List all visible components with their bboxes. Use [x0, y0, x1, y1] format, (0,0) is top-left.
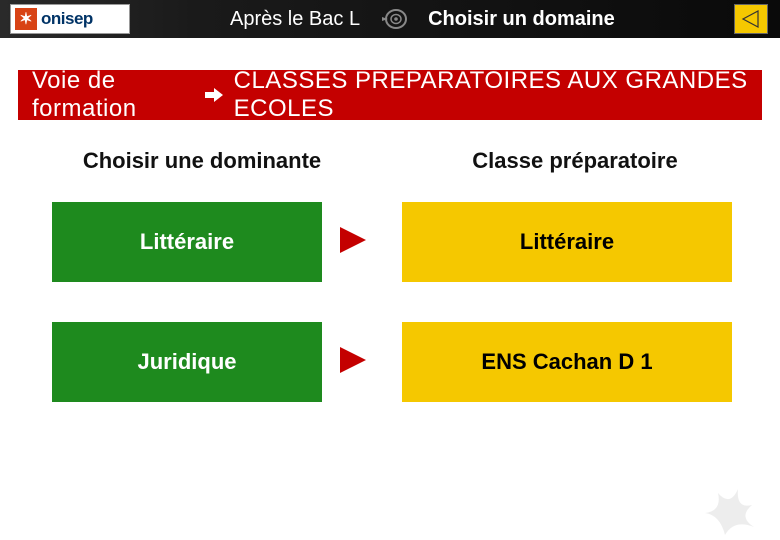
dominante-row: Juridique	[32, 322, 372, 402]
onisep-logo: ✶ onisep	[10, 4, 130, 34]
dominante-label: Juridique	[137, 349, 236, 375]
play-icon	[336, 343, 370, 382]
logo-text: onisep	[41, 9, 93, 29]
triangle-left-icon	[740, 9, 762, 29]
header-bar: ✶ onisep Après le Bac L Choisir un domai…	[0, 0, 780, 38]
column-prepa: Classe préparatoire Littéraire ENS Cacha…	[372, 148, 748, 442]
dominante-row: Littéraire	[32, 202, 372, 282]
prepa-label: ENS Cachan D 1	[481, 349, 652, 375]
prepa-row: Littéraire	[402, 202, 748, 282]
arrow-right-icon	[204, 85, 224, 105]
heading-prepa: Classe préparatoire	[402, 148, 748, 174]
prepa-row: ENS Cachan D 1	[402, 322, 748, 402]
column-dominante: Choisir une dominante Littéraire Juridiq…	[32, 148, 372, 442]
back-button[interactable]	[734, 4, 768, 34]
content-columns: Choisir une dominante Littéraire Juridiq…	[0, 148, 780, 442]
header-breadcrumb-2: Choisir un domaine	[428, 8, 615, 31]
header-breadcrumb-1: Après le Bac L	[230, 8, 360, 31]
logo-star-icon: ✶	[15, 8, 37, 30]
banner-right-text: CLASSES PREPARATOIRES AUX GRANDES ECOLES	[234, 67, 748, 123]
prepa-label: Littéraire	[520, 229, 614, 255]
decorative-splash-icon	[680, 465, 770, 540]
banner-left-text: Voie de formation	[32, 67, 194, 123]
prepa-button-litteraire[interactable]: Littéraire	[402, 202, 732, 282]
dominante-label: Littéraire	[140, 229, 234, 255]
formation-banner: Voie de formation CLASSES PREPARATOIRES …	[18, 70, 762, 120]
target-icon	[380, 7, 408, 31]
dominante-button-litteraire[interactable]: Littéraire	[52, 202, 322, 282]
heading-dominante: Choisir une dominante	[32, 148, 372, 174]
prepa-button-ens-cachan[interactable]: ENS Cachan D 1	[402, 322, 732, 402]
play-icon	[336, 223, 370, 262]
dominante-button-juridique[interactable]: Juridique	[52, 322, 322, 402]
